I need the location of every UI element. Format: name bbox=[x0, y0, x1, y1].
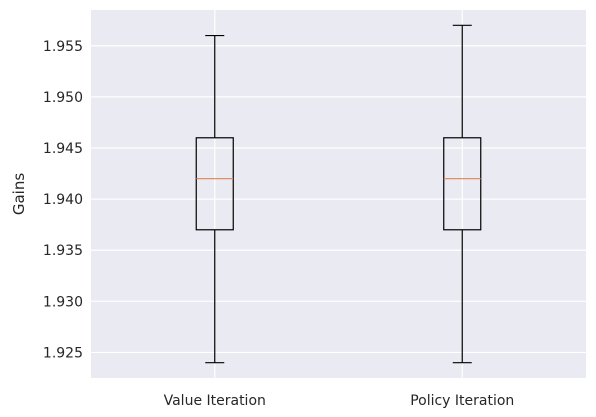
y-axis-label: Gains bbox=[10, 173, 28, 215]
grid-lines bbox=[91, 10, 586, 378]
x-tick-label: Value Iteration bbox=[164, 393, 266, 409]
y-tick-label: 1.935 bbox=[43, 243, 83, 259]
y-tick-label: 1.950 bbox=[43, 90, 83, 106]
y-tick-label: 1.925 bbox=[43, 345, 83, 361]
x-axis-ticks: Value Iteration Policy Iteration bbox=[164, 393, 515, 409]
y-tick-label: 1.945 bbox=[43, 141, 83, 157]
y-axis-ticks: 1.925 1.930 1.935 1.940 1.945 1.950 1.955 bbox=[43, 39, 83, 362]
x-tick-label: Policy Iteration bbox=[410, 393, 514, 409]
plot-area-background bbox=[91, 10, 586, 378]
box-iqr bbox=[443, 137, 482, 231]
y-tick-label: 1.930 bbox=[43, 294, 83, 310]
boxes bbox=[195, 24, 482, 364]
box-iqr bbox=[195, 137, 234, 231]
y-tick-label: 1.955 bbox=[43, 39, 83, 55]
y-tick-label: 1.940 bbox=[43, 192, 83, 208]
